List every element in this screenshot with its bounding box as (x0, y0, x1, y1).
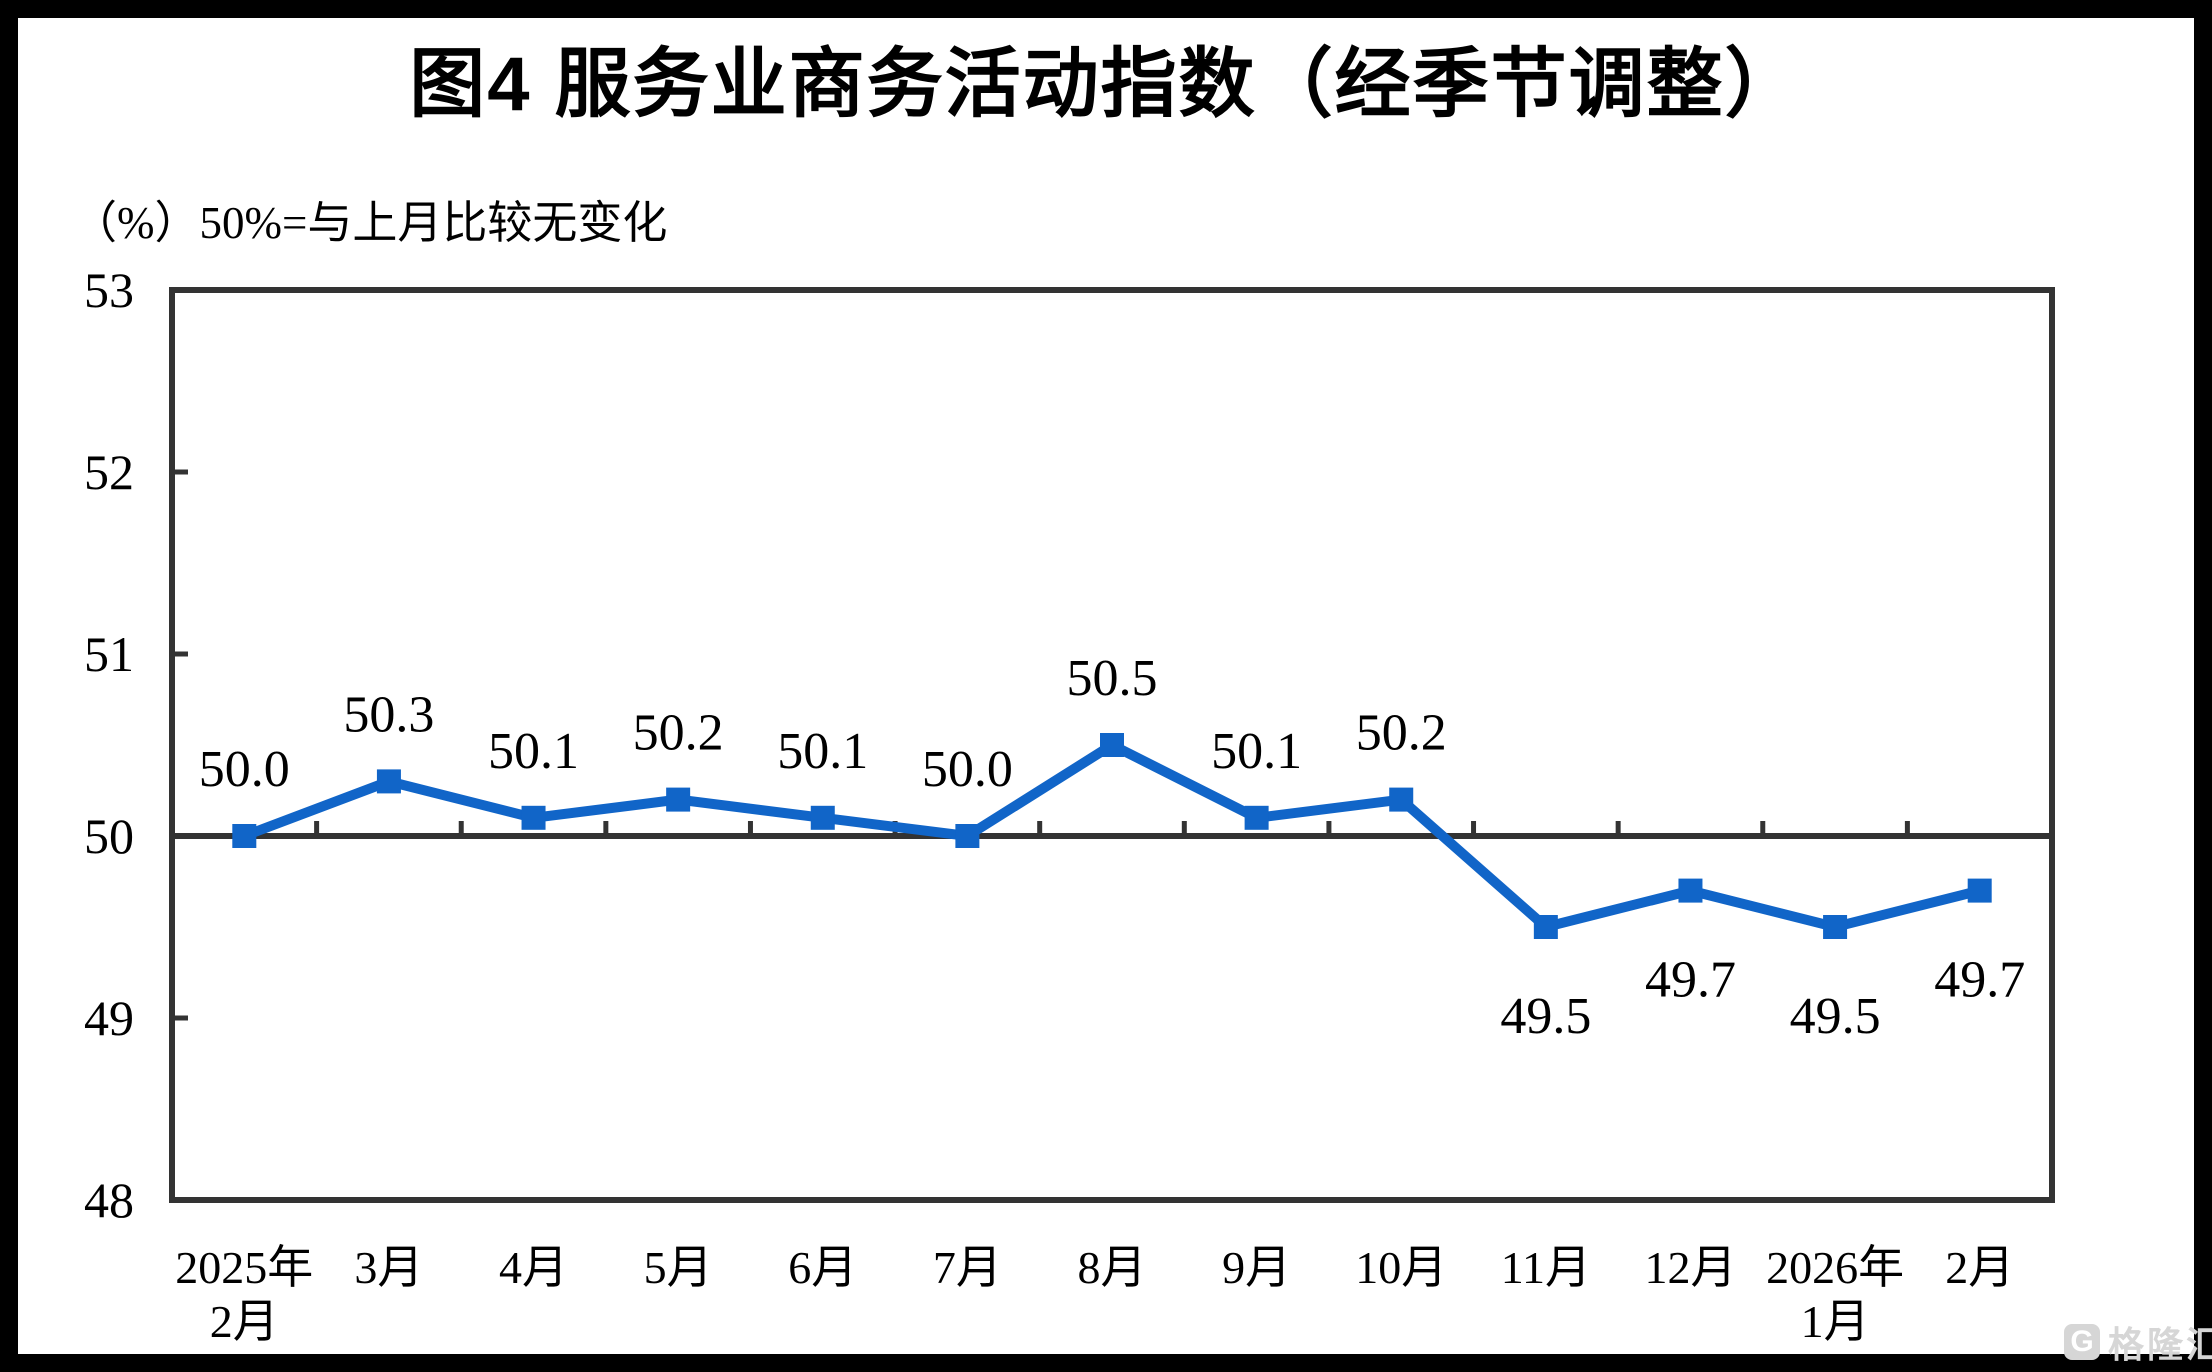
x-tick-label: 3月 (354, 1242, 423, 1293)
chart-background (18, 18, 2194, 1354)
gelonghui-logo-icon: G (2064, 1324, 2100, 1360)
data-label: 50.3 (343, 686, 434, 743)
data-label: 50.5 (1067, 650, 1158, 707)
data-label: 49.5 (1500, 988, 1591, 1045)
chart-title: 图4 服务业商务活动指数（经季节调整） (409, 42, 1803, 127)
data-point (810, 805, 835, 830)
data-point (1533, 915, 1558, 939)
unit-note: （%）50%=与上月比较无变化 (72, 198, 668, 248)
data-label: 50.0 (922, 741, 1013, 798)
data-point (1678, 878, 1703, 903)
x-tick-label: 10月 (1355, 1242, 1447, 1293)
y-tick-label: 48 (84, 1172, 134, 1228)
data-point (232, 824, 257, 848)
x-tick-label: 2025年 (175, 1242, 313, 1293)
x-tick-label: 6月 (788, 1242, 857, 1293)
data-label: 50.2 (633, 705, 724, 762)
watermark: G 格隆汇 (2064, 1316, 2212, 1368)
data-point (666, 787, 691, 812)
data-label: 49.7 (1934, 952, 2025, 1009)
x-tick-label: 2026年 (1766, 1242, 1904, 1293)
data-label: 50.0 (199, 741, 290, 798)
data-label: 50.1 (777, 723, 868, 780)
watermark-text: 格隆汇 (2108, 1324, 2212, 1365)
x-tick-label: 7月 (933, 1242, 1002, 1293)
data-point (1100, 733, 1124, 757)
data-label: 50.1 (1211, 723, 1302, 780)
x-tick-label: 11月 (1501, 1242, 1591, 1293)
y-tick-label: 51 (84, 626, 134, 682)
data-point (1389, 787, 1414, 812)
plot-frame (169, 287, 2055, 1203)
x-tick-label: 4月 (499, 1242, 568, 1293)
y-tick-label: 52 (84, 444, 134, 500)
x-tick-label: 8月 (1078, 1242, 1147, 1293)
y-tick-label: 53 (84, 262, 134, 318)
y-tick-label: 49 (84, 990, 134, 1046)
x-tick-label: 12月 (1644, 1242, 1736, 1293)
data-label: 50.1 (488, 723, 579, 780)
x-tick-label: 9月 (1222, 1242, 1291, 1293)
data-point (376, 769, 401, 794)
y-tick-label: 50 (84, 808, 134, 864)
data-point (1244, 805, 1269, 830)
data-point (1823, 915, 1848, 939)
data-point (955, 824, 980, 848)
data-label: 50.2 (1356, 705, 1447, 762)
data-label: 49.5 (1790, 988, 1881, 1045)
data-point (1967, 878, 1992, 903)
x-tick-label: 2月 (1945, 1242, 2014, 1293)
x-tick-label: 5月 (644, 1242, 713, 1293)
x-tick-label: 2月 (210, 1296, 279, 1347)
data-label: 49.7 (1645, 952, 1736, 1009)
data-point (521, 805, 546, 830)
x-tick-label: 1月 (1801, 1296, 1870, 1347)
